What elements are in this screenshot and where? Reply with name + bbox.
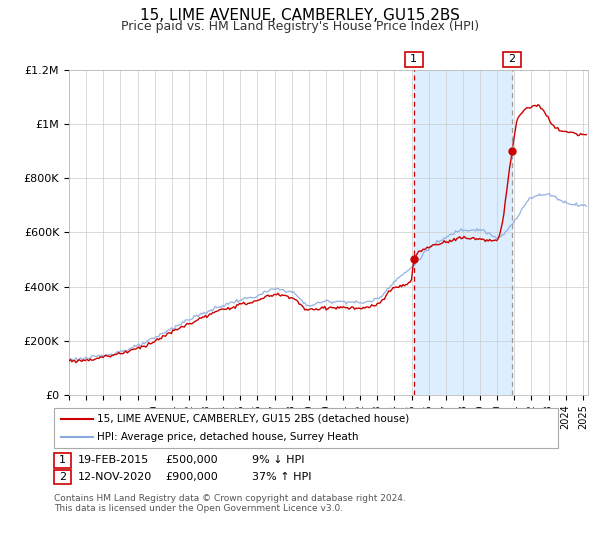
Text: £500,000: £500,000 xyxy=(165,455,218,465)
Text: £900,000: £900,000 xyxy=(165,472,218,482)
Text: 1: 1 xyxy=(410,54,417,64)
Text: 15, LIME AVENUE, CAMBERLEY, GU15 2BS: 15, LIME AVENUE, CAMBERLEY, GU15 2BS xyxy=(140,8,460,24)
Text: 12-NOV-2020: 12-NOV-2020 xyxy=(78,472,152,482)
Text: 19-FEB-2015: 19-FEB-2015 xyxy=(78,455,149,465)
Text: 15, LIME AVENUE, CAMBERLEY, GU15 2BS (detached house): 15, LIME AVENUE, CAMBERLEY, GU15 2BS (de… xyxy=(97,414,409,424)
Text: This data is licensed under the Open Government Licence v3.0.: This data is licensed under the Open Gov… xyxy=(54,504,343,513)
Text: 1: 1 xyxy=(59,455,66,465)
Text: Contains HM Land Registry data © Crown copyright and database right 2024.: Contains HM Land Registry data © Crown c… xyxy=(54,494,406,503)
Text: Price paid vs. HM Land Registry's House Price Index (HPI): Price paid vs. HM Land Registry's House … xyxy=(121,20,479,33)
Text: HPI: Average price, detached house, Surrey Heath: HPI: Average price, detached house, Surr… xyxy=(97,432,359,442)
Bar xyxy=(413,70,512,395)
Text: 2: 2 xyxy=(59,472,66,482)
Text: 2: 2 xyxy=(509,54,515,64)
Text: 9% ↓ HPI: 9% ↓ HPI xyxy=(252,455,305,465)
Text: 37% ↑ HPI: 37% ↑ HPI xyxy=(252,472,311,482)
